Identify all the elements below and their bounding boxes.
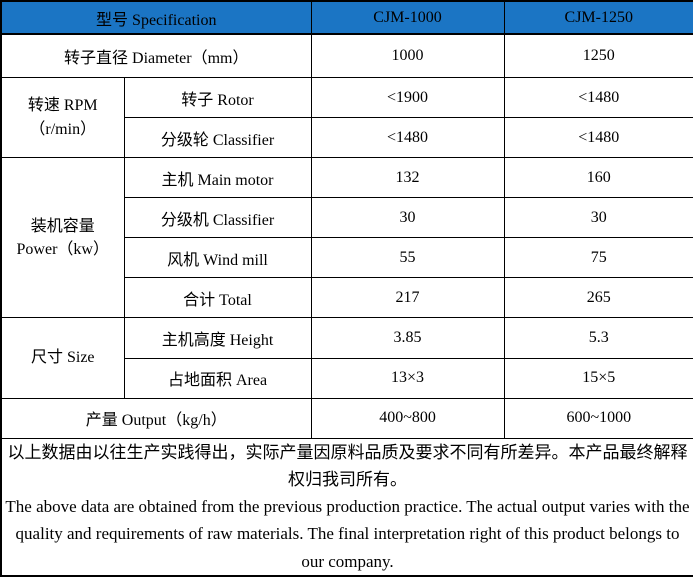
diameter-label: 转子直径 Diameter（mm） (0, 33, 312, 79)
header-model-cjm1250: CJM-1250 (503, 0, 693, 36)
power-classifier-label: 分级机 Classifier (123, 197, 312, 239)
rpm-group-label: 转速 RPM （r/min） (0, 77, 125, 159)
header-model-cjm1000: CJM-1000 (310, 0, 505, 36)
rpm-classifier-value-cjm1000: <1480 (310, 117, 505, 159)
row-power-total: 合计 Total 217 265 (1, 277, 693, 319)
power-group-line1: 装机容量 (30, 217, 95, 235)
power-group-line2: Power（kw） (16, 240, 109, 258)
note-text-english: The above data are obtained from the pre… (5, 497, 690, 571)
note-cell: 以上数据由以往生产实践得出，实际产量因原料品质及要求不同有所差异。本产品最终解释… (0, 437, 693, 577)
header-spec-label: 型号 Specification (0, 0, 312, 36)
diameter-value-cjm1250: 1250 (503, 33, 693, 79)
power-main-motor-value-cjm1000: 132 (310, 157, 505, 199)
row-diameter: 转子直径 Diameter（mm） 1000 1250 (0, 33, 693, 79)
power-total-value-cjm1250: 265 (503, 277, 693, 319)
rpm-classifier-label: 分级轮 Classifier (123, 117, 312, 159)
output-label: 产量 Output（kg/h） (0, 397, 312, 439)
rpm-rotor-value-cjm1250: <1480 (503, 77, 693, 119)
power-classifier-value-cjm1250: 30 (503, 197, 693, 239)
size-height-label: 主机高度 Height (123, 317, 312, 359)
row-rpm-rotor: 转速 RPM （r/min） 转子 Rotor <1900 <1480 (0, 77, 693, 159)
size-group-label: 尺寸 Size (0, 317, 125, 399)
size-height-value-cjm1250: 5.3 (503, 317, 693, 359)
table-header-row: 型号 Specification CJM-1000 CJM-1250 (0, 0, 693, 36)
size-area-value-cjm1250: 15×5 (503, 357, 693, 399)
output-value-cjm1000: 400~800 (310, 397, 505, 439)
power-classifier-value-cjm1000: 30 (310, 197, 505, 239)
row-output: 产量 Output（kg/h） 400~800 600~1000 (0, 397, 693, 439)
rpm-group-line1: 转速 RPM (27, 97, 98, 115)
power-wind-mill-value-cjm1250: 75 (503, 237, 693, 279)
rpm-rotor-value-cjm1000: <1900 (310, 77, 505, 119)
size-height-value-cjm1000: 3.85 (310, 317, 505, 359)
rpm-group-line2: （r/min） (29, 120, 97, 138)
row-size-area: 占地面积 Area 13×3 15×5 (1, 357, 693, 399)
rpm-rotor-label: 转子 Rotor (123, 77, 312, 119)
power-main-motor-value-cjm1250: 160 (503, 157, 693, 199)
row-note: 以上数据由以往生产实践得出，实际产量因原料品质及要求不同有所差异。本产品最终解释… (0, 437, 693, 577)
row-power-main-motor: 装机容量 Power（kw） 主机 Main motor 132 160 (0, 157, 693, 319)
power-group-label: 装机容量 Power（kw） (0, 157, 125, 319)
power-total-label: 合计 Total (123, 277, 312, 319)
size-area-label: 占地面积 Area (123, 357, 312, 399)
power-wind-mill-label: 风机 Wind mill (123, 237, 312, 279)
power-main-motor-label: 主机 Main motor (123, 157, 312, 199)
row-size-height: 尺寸 Size 主机高度 Height 3.85 5.3 (0, 317, 693, 399)
power-total-value-cjm1000: 217 (310, 277, 505, 319)
size-area-value-cjm1000: 13×3 (310, 357, 505, 399)
row-power-wind-mill: 风机 Wind mill 55 75 (1, 237, 693, 279)
rpm-classifier-value-cjm1250: <1480 (503, 117, 693, 159)
output-value-cjm1250: 600~1000 (503, 397, 693, 439)
note-text-chinese: 以上数据由以往生产实践得出，实际产量因原料品质及要求不同有所差异。本产品最终解释… (7, 442, 688, 490)
power-wind-mill-value-cjm1000: 55 (310, 237, 505, 279)
diameter-value-cjm1000: 1000 (310, 33, 505, 79)
